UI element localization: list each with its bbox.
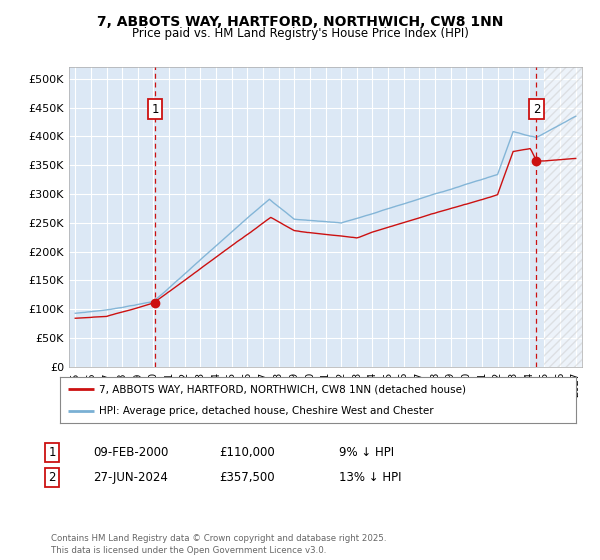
Text: 7, ABBOTS WAY, HARTFORD, NORTHWICH, CW8 1NN (detached house): 7, ABBOTS WAY, HARTFORD, NORTHWICH, CW8 …: [98, 384, 466, 394]
Text: £110,000: £110,000: [219, 446, 275, 459]
Bar: [544, 67, 582, 367]
Text: HPI: Average price, detached house, Cheshire West and Chester: HPI: Average price, detached house, Ches…: [98, 407, 433, 416]
Text: 1: 1: [49, 446, 56, 459]
Text: 27-JUN-2024: 27-JUN-2024: [93, 470, 168, 484]
Text: Contains HM Land Registry data © Crown copyright and database right 2025.
This d: Contains HM Land Registry data © Crown c…: [51, 534, 386, 555]
Text: 1: 1: [151, 102, 159, 116]
Text: 9% ↓ HPI: 9% ↓ HPI: [339, 446, 394, 459]
Text: £357,500: £357,500: [219, 470, 275, 484]
Text: 2: 2: [49, 470, 56, 484]
Bar: [544, 67, 582, 367]
Text: 2: 2: [533, 102, 540, 116]
Text: Price paid vs. HM Land Registry's House Price Index (HPI): Price paid vs. HM Land Registry's House …: [131, 27, 469, 40]
Text: 09-FEB-2000: 09-FEB-2000: [93, 446, 169, 459]
Text: 7, ABBOTS WAY, HARTFORD, NORTHWICH, CW8 1NN: 7, ABBOTS WAY, HARTFORD, NORTHWICH, CW8 …: [97, 15, 503, 29]
Text: 13% ↓ HPI: 13% ↓ HPI: [339, 470, 401, 484]
